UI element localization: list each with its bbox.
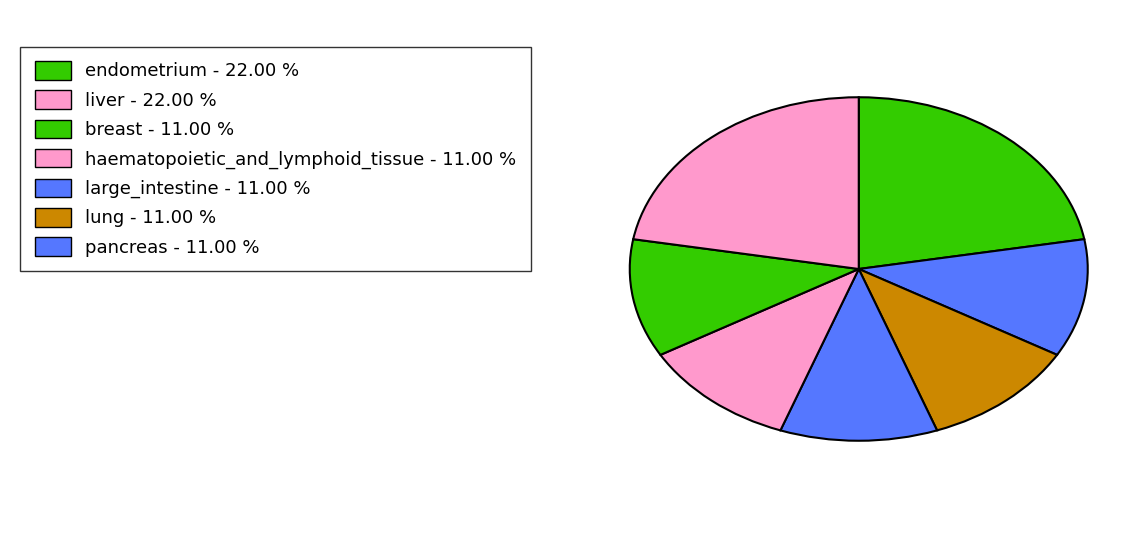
Wedge shape (859, 239, 1088, 355)
Wedge shape (661, 269, 859, 430)
Legend: endometrium - 22.00 %, liver - 22.00 %, breast - 11.00 %, haematopoietic_and_lym: endometrium - 22.00 %, liver - 22.00 %, … (21, 47, 531, 271)
Wedge shape (859, 269, 1057, 430)
Wedge shape (630, 239, 859, 355)
Wedge shape (781, 269, 937, 441)
Wedge shape (859, 97, 1084, 269)
Wedge shape (633, 97, 859, 269)
